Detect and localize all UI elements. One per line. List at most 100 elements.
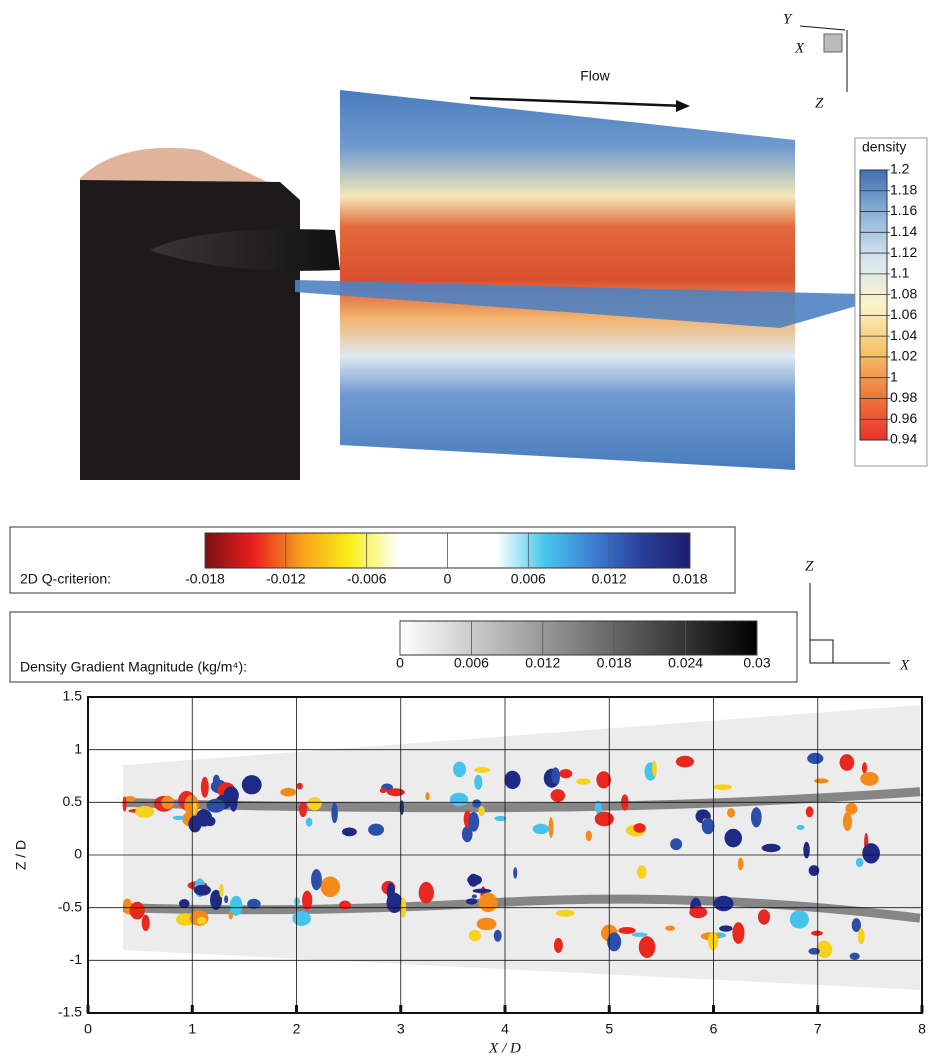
- vortex-blob: [247, 898, 261, 910]
- colorbar: [399, 620, 758, 656]
- triad-label: X: [794, 40, 805, 56]
- tick-label: 0.018: [672, 571, 707, 587]
- y-tick-label: -1.5: [58, 1004, 82, 1020]
- y-tick-label: -0.5: [58, 898, 82, 914]
- vortex-blob: [576, 778, 591, 785]
- y-tick-label: 0.5: [63, 793, 83, 809]
- vortex-blob: [219, 883, 224, 898]
- render-3d: Flow Y X Z: [80, 11, 860, 480]
- x-tick-label: 0: [84, 1021, 92, 1037]
- vortex-blob: [210, 889, 223, 911]
- vortex-blob: [631, 932, 648, 937]
- field-background: [123, 705, 920, 990]
- tick-label: 0.03: [743, 655, 770, 671]
- vortex-blob: [386, 788, 405, 797]
- vortex-blob: [713, 784, 732, 790]
- vortex-blob: [141, 914, 150, 932]
- vortex-blob: [191, 801, 197, 815]
- vortex-blob: [637, 865, 647, 879]
- tick-label: 0: [444, 571, 452, 587]
- vortex-blob: [857, 928, 865, 945]
- vortex-blob: [732, 922, 745, 944]
- vortex-blob: [129, 901, 145, 920]
- vortex-blob: [513, 867, 518, 879]
- x-tick-label: 2: [293, 1021, 301, 1037]
- vortex-blob: [719, 925, 733, 932]
- vortex-blob: [849, 952, 860, 960]
- vortex-blob: [551, 767, 560, 785]
- vortex-blob: [670, 838, 683, 851]
- vortex-blob: [607, 932, 622, 952]
- vortex-blob: [472, 799, 482, 808]
- vortex-blob: [494, 815, 507, 822]
- x-tick-label: 7: [814, 1021, 822, 1037]
- vortex-blob: [331, 802, 338, 824]
- tick-label: 1.2: [890, 161, 910, 177]
- vortex-blob: [476, 917, 497, 931]
- vortex-blob: [724, 828, 742, 848]
- vortex-blob: [478, 805, 485, 817]
- tick-label: -0.006: [347, 571, 387, 587]
- x-tick-label: 3: [397, 1021, 405, 1037]
- vortex-blob: [301, 890, 313, 910]
- tick-label: 0.006: [454, 655, 489, 671]
- vortex-blob: [468, 811, 480, 832]
- triad-label: Z: [815, 95, 824, 111]
- vortex-blob: [842, 812, 852, 831]
- tick-label: 0.018: [597, 655, 632, 671]
- vortex-blob: [124, 796, 136, 802]
- vortex-blob: [341, 827, 357, 837]
- vortex-blob: [224, 895, 229, 904]
- vortex-blob: [862, 843, 880, 864]
- vortex-blob: [596, 771, 611, 789]
- vortex-blob: [504, 770, 521, 790]
- vortex-blob: [176, 913, 195, 926]
- vortex-blob: [618, 926, 636, 935]
- vortex-blob: [548, 817, 554, 838]
- vortex-blob: [472, 888, 492, 894]
- triad-label: Z: [805, 558, 814, 574]
- vortex-blob: [713, 895, 734, 912]
- tick-label: 1.02: [890, 348, 917, 364]
- legend-title: Density Gradient Magnitude (kg/m⁴):: [20, 659, 247, 675]
- y-axis-label: Z / D: [13, 840, 29, 870]
- flow-arrowhead: [676, 100, 690, 112]
- vortex-blob: [594, 811, 614, 827]
- y-tick-label: 0: [74, 846, 82, 862]
- x-tick-label: 1: [188, 1021, 196, 1037]
- vortex-blob: [200, 776, 209, 798]
- vortex-blob: [206, 798, 225, 813]
- tick-label: 0.024: [668, 655, 703, 671]
- vortex-blob: [851, 918, 862, 933]
- triad-box: [809, 639, 834, 664]
- vertical-plane: [340, 90, 795, 470]
- vortex-blob: [307, 797, 322, 811]
- vortex-blob: [757, 909, 770, 925]
- vortex-blob: [675, 755, 694, 768]
- vortex-blob: [750, 807, 762, 828]
- vortex-blob: [339, 900, 351, 910]
- vortex-blob: [478, 892, 498, 913]
- vortex-blob: [532, 823, 549, 835]
- vortex-blob: [178, 899, 190, 909]
- vortex-blob: [471, 894, 477, 899]
- vortex-blob: [808, 947, 820, 955]
- x-tick-label: 5: [605, 1021, 613, 1037]
- vortex-blob: [638, 936, 656, 959]
- vortex-blob: [280, 787, 297, 797]
- colorbar: [859, 169, 888, 441]
- vortex-blob: [296, 782, 303, 790]
- vortex-blob: [379, 787, 387, 794]
- vortex-blob: [845, 802, 858, 815]
- vortex-blob: [862, 762, 868, 774]
- vortex-blob: [559, 769, 573, 779]
- vortex-blob: [368, 823, 385, 836]
- vortex-blob: [652, 760, 657, 777]
- vortex-blob: [553, 937, 563, 953]
- vortex-blob: [727, 808, 736, 818]
- tick-label: 1.04: [890, 327, 917, 343]
- vortex-blob: [292, 911, 311, 926]
- tick-label: 1.14: [890, 223, 917, 239]
- vortex-blob: [808, 865, 820, 876]
